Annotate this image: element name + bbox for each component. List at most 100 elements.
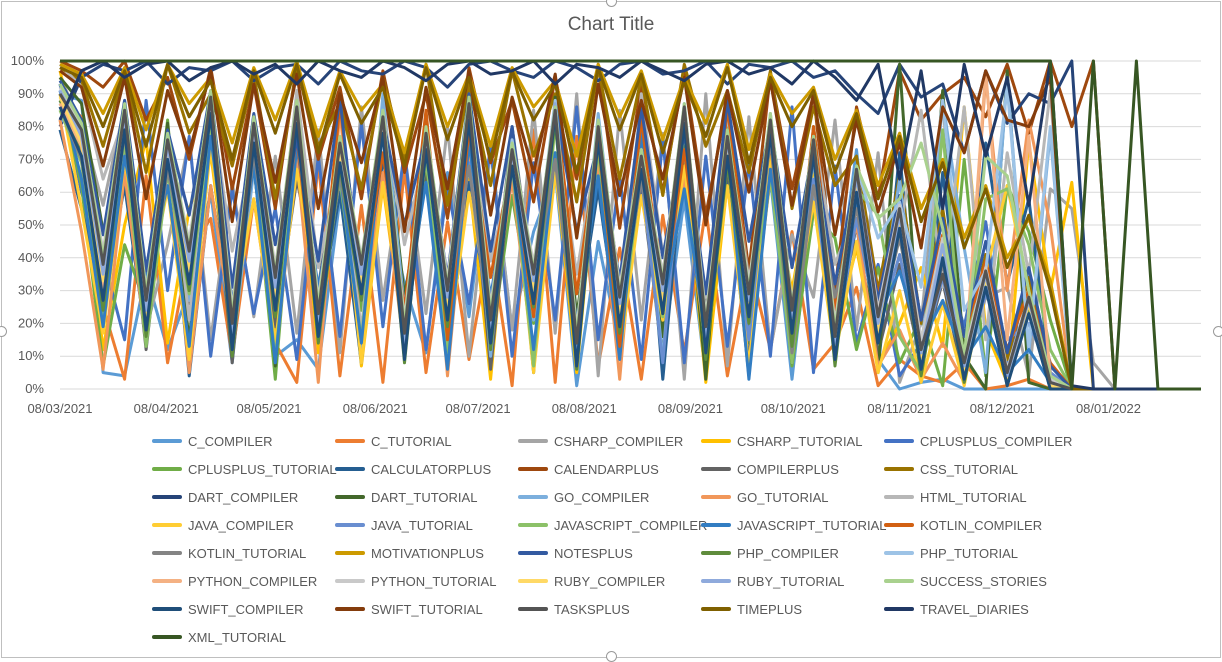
legend-item[interactable]: CPLUSPLUS_TUTORIAL (152, 460, 337, 478)
legend-swatch (152, 635, 182, 639)
legend-label: JAVA_TUTORIAL (371, 517, 473, 533)
legend-item[interactable]: PHP_COMPILER (701, 544, 839, 562)
legend-item[interactable]: TASKSPLUS (518, 600, 630, 618)
y-tick-label: 30% (18, 283, 44, 298)
legend-item[interactable]: RUBY_TUTORIAL (701, 572, 844, 590)
legend-item[interactable]: CSS_TUTORIAL (884, 460, 1018, 478)
y-tick-label: 70% (18, 151, 44, 166)
legend-label: SWIFT_COMPILER (188, 601, 304, 617)
legend-swatch (701, 495, 731, 499)
legend-swatch (884, 607, 914, 611)
legend-swatch (518, 551, 548, 555)
legend-label: RUBY_TUTORIAL (737, 573, 845, 589)
legend-item[interactable]: KOTLIN_COMPILER (884, 516, 1042, 534)
series-line-swift-tutorial[interactable] (59, 69, 1201, 391)
legend-swatch (701, 439, 731, 443)
legend-item[interactable]: C_COMPILER (152, 432, 273, 450)
legend-item[interactable]: MOTIVATIONPLUS (335, 544, 484, 562)
series-line-tasksplus[interactable] (58, 93, 1201, 391)
legend-swatch (335, 523, 365, 527)
legend-item[interactable]: NOTESPLUS (518, 544, 633, 562)
legend-label: PHP_COMPILER (737, 545, 839, 561)
legend-swatch (152, 495, 182, 499)
legend-swatch (884, 439, 914, 443)
legend-item[interactable]: KOTLIN_TUTORIAL (152, 544, 306, 562)
x-tick-label: 08/01/2022 (1076, 401, 1141, 416)
legend-item[interactable]: C_TUTORIAL (335, 432, 452, 450)
legend-label: COMPILERPLUS (737, 461, 839, 477)
legend-item[interactable]: CALENDARPLUS (518, 460, 659, 478)
legend-item[interactable]: CPLUSPLUS_COMPILER (884, 432, 1072, 450)
legend-label: CSHARP_COMPILER (554, 433, 684, 449)
legend-swatch (518, 579, 548, 583)
resize-handle-left[interactable] (0, 326, 7, 337)
legend-swatch (884, 579, 914, 583)
legend-label: C_COMPILER (188, 433, 273, 449)
y-tick-label: 20% (18, 315, 44, 330)
legend-item[interactable]: DART_COMPILER (152, 488, 298, 506)
legend-label: TRAVEL_DIARIES (920, 601, 1029, 617)
y-tick-label: 0% (25, 381, 44, 396)
legend-label: JAVA_COMPILER (188, 517, 294, 533)
legend-item[interactable]: JAVASCRIPT_COMPILER (518, 516, 707, 534)
resize-handle-bottom[interactable] (606, 651, 617, 662)
y-tick-label: 50% (18, 217, 44, 232)
legend-label: CSHARP_TUTORIAL (737, 433, 863, 449)
series-line-java-compiler[interactable] (58, 93, 1201, 391)
legend-label: JAVASCRIPT_TUTORIAL (737, 517, 887, 533)
legend-swatch (518, 467, 548, 471)
legend-swatch (152, 551, 182, 555)
legend-label: CALENDARPLUS (554, 461, 659, 477)
legend-item[interactable]: SWIFT_COMPILER (152, 600, 304, 618)
legend-label: MOTIVATIONPLUS (371, 545, 484, 561)
legend-item[interactable]: PHP_TUTORIAL (884, 544, 1018, 562)
y-axis-labels: 0% 10% 20% 30% 40% 50% 60% 70% 80% 90% 100% (11, 53, 45, 396)
series-line-xml-tutorial[interactable] (60, 59, 1201, 391)
legend-swatch (335, 607, 365, 611)
legend-swatch (335, 495, 365, 499)
x-tick-label: 08/05/2021 (236, 401, 301, 416)
series-line-swift-compiler[interactable] (58, 106, 1201, 391)
legend-item[interactable]: RUBY_COMPILER (518, 572, 665, 590)
legend-label: SUCCESS_STORIES (920, 573, 1047, 589)
legend-label: CALCULATORPLUS (371, 461, 492, 477)
legend-label: SWIFT_TUTORIAL (371, 601, 483, 617)
legend-item[interactable]: COMPILERPLUS (701, 460, 839, 478)
legend-label: PYTHON_TUTORIAL (371, 573, 497, 589)
legend-label: JAVASCRIPT_COMPILER (554, 517, 708, 533)
legend-item[interactable]: HTML_TUTORIAL (884, 488, 1027, 506)
legend-item[interactable]: GO_TUTORIAL (701, 488, 829, 506)
legend-swatch (152, 467, 182, 471)
legend-item[interactable]: GO_COMPILER (518, 488, 649, 506)
legend-item[interactable]: TRAVEL_DIARIES (884, 600, 1029, 618)
legend-item[interactable]: SWIFT_TUTORIAL (335, 600, 483, 618)
legend-item[interactable]: JAVA_COMPILER (152, 516, 294, 534)
legend-item[interactable]: JAVASCRIPT_TUTORIAL (701, 516, 887, 534)
legend-swatch (335, 467, 365, 471)
legend-item[interactable]: PYTHON_TUTORIAL (335, 572, 496, 590)
y-tick-label: 80% (18, 119, 44, 134)
resize-handle-right[interactable] (1213, 326, 1222, 337)
legend-item[interactable]: TIMEPLUS (701, 600, 802, 618)
legend-label: CSS_TUTORIAL (920, 461, 1019, 477)
legend-label: KOTLIN_TUTORIAL (188, 545, 307, 561)
legend-label: NOTESPLUS (554, 545, 633, 561)
legend-item[interactable]: XML_TUTORIAL (152, 628, 286, 646)
y-tick-label: 10% (18, 348, 44, 363)
resize-handle-top[interactable] (606, 0, 617, 7)
legend-label: PYTHON_COMPILER (188, 573, 318, 589)
legend-item[interactable]: SUCCESS_STORIES (884, 572, 1047, 590)
legend-item[interactable]: PYTHON_COMPILER (152, 572, 317, 590)
legend-item[interactable]: DART_TUTORIAL (335, 488, 477, 506)
x-tick-label: 08/09/2021 (658, 401, 723, 416)
legend-item[interactable]: JAVA_TUTORIAL (335, 516, 473, 534)
legend-item[interactable]: CSHARP_COMPILER (518, 432, 683, 450)
series-lines (58, 59, 1201, 391)
x-tick-label: 08/04/2021 (134, 401, 199, 416)
legend-item[interactable]: CSHARP_TUTORIAL (701, 432, 862, 450)
legend-label: CPLUSPLUS_COMPILER (920, 433, 1073, 449)
legend-label: HTML_TUTORIAL (920, 489, 1027, 505)
legend-item[interactable]: CALCULATORPLUS (335, 460, 491, 478)
series-line-travel-diaries[interactable] (58, 59, 1201, 391)
series-line-timeplus[interactable] (59, 62, 1201, 391)
